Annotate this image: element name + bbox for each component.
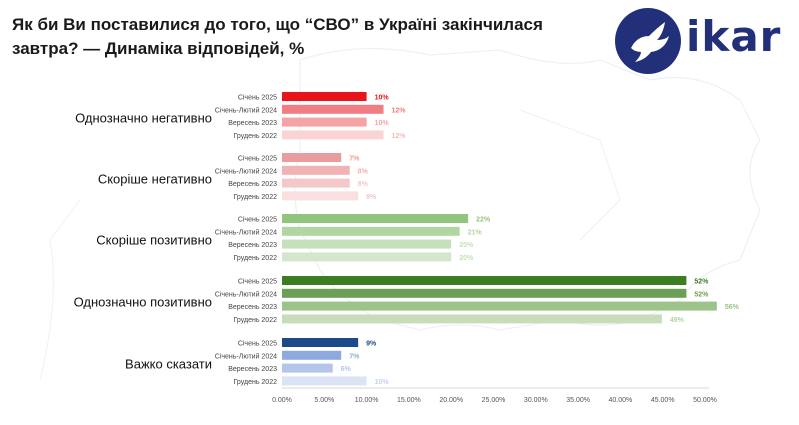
period-label: Січень-Лютий 2024 [215,228,277,236]
group-label: Скоріше позитивно [96,233,212,248]
period-label: Січень 2025 [238,216,277,224]
bar [282,376,367,386]
period-label: Вересень 2023 [228,366,277,373]
bar [282,276,687,285]
x-tick-label: 50.00% [693,397,717,404]
bar [282,117,367,127]
x-tick-label: 25.00% [482,397,506,404]
bar [282,153,342,162]
period-label: Вересень 2023 [228,242,277,249]
data-label: 8% [358,181,369,188]
bar [282,314,662,324]
dove-icon [615,8,681,74]
data-label: 12% [392,107,407,114]
period-label: Січень-Лютий 2024 [215,352,277,360]
bar [282,350,342,360]
x-tick-label: 40.00% [609,397,633,404]
ikar-logo: ikar [613,2,795,82]
x-tick-label: 5.00% [314,397,334,404]
period-label: Січень 2025 [238,340,277,348]
bar [282,288,687,298]
data-label: 56% [725,304,740,311]
bar [282,252,452,262]
bar [282,130,384,140]
bar [282,226,460,236]
data-label: 22% [476,217,491,224]
data-label: 9% [366,341,377,348]
data-label: 6% [341,366,352,373]
bar [282,165,350,175]
bar [282,214,469,223]
x-tick-label: 20.00% [439,397,463,404]
x-tick-label: 45.00% [651,397,675,404]
data-label: 21% [468,229,483,236]
period-label: Грудень 2022 [234,255,278,262]
bar [282,363,333,373]
period-label: Грудень 2022 [234,133,278,140]
period-label: Грудень 2022 [234,317,278,324]
x-tick-label: 35.00% [566,397,590,404]
group-label: Важко сказати [125,357,212,372]
data-label: 7% [349,353,360,360]
period-label: Січень-Лютий 2024 [215,167,277,175]
bar [282,191,359,201]
bar [282,239,452,249]
data-label: 10% [375,379,390,386]
period-label: Січень 2025 [238,94,277,102]
data-label: 10% [375,95,390,102]
data-label: 52% [694,279,709,286]
group-label: Однозначно негативно [75,111,212,126]
bar [282,92,367,101]
data-label: 9% [366,194,377,201]
data-label: 8% [358,168,369,175]
period-label: Січень 2025 [238,278,277,286]
bar [282,301,717,311]
period-label: Грудень 2022 [234,379,278,386]
group-label: Однозначно позитивно [74,295,212,310]
data-label: 12% [392,133,407,140]
data-label: 20% [459,255,474,262]
bar [282,104,384,114]
period-label: Вересень 2023 [228,304,277,311]
logo-text: ikar [686,12,782,61]
data-label: 10% [375,120,390,127]
bar [282,178,350,188]
data-label: 52% [694,291,709,298]
period-label: Вересень 2023 [228,181,277,188]
chart-title: Як би Ви поставилися до того, що “СВО” в… [12,15,543,58]
period-label: Січень-Лютий 2024 [215,106,277,114]
period-label: Вересень 2023 [228,120,277,127]
data-label: 49% [670,317,685,324]
period-label: Грудень 2022 [234,194,278,201]
period-label: Січень 2025 [238,155,277,163]
x-tick-label: 30.00% [524,397,548,404]
x-tick-label: 15.00% [397,397,421,404]
data-label: 7% [349,156,360,163]
bar [282,338,359,347]
group-label: Скоріше негативно [98,172,212,187]
x-tick-label: 0.00% [272,397,292,404]
data-label: 20% [459,242,474,249]
x-tick-label: 10.00% [355,397,379,404]
period-label: Січень-Лютий 2024 [215,290,277,298]
